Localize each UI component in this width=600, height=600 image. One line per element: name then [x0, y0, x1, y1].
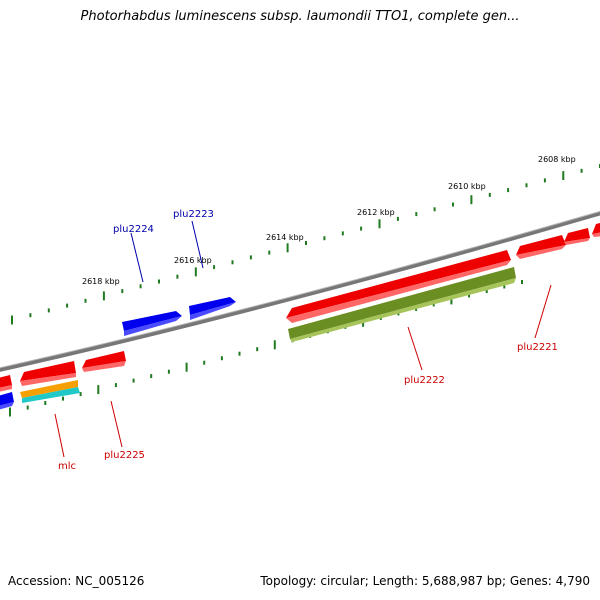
genome-backbone	[0, 211, 600, 372]
label-plu2221[interactable]: plu2221	[517, 342, 558, 353]
leader-plu2225	[110, 400, 123, 448]
gene-mlc-orange[interactable]	[20, 380, 78, 398]
leader-plu2224	[130, 232, 144, 283]
gene-plu2221[interactable]	[516, 235, 566, 259]
gene-plu2225[interactable]	[20, 361, 76, 386]
scale-label-2612: 2612 kbp	[357, 208, 395, 217]
label-plu2223[interactable]: plu2223	[173, 209, 214, 220]
gene-mlc-cyan[interactable]	[22, 387, 80, 403]
scale-label-2616: 2616 kbp	[174, 256, 212, 265]
label-plu2222[interactable]: plu2222	[404, 375, 445, 386]
gene-left-edge-red[interactable]	[0, 375, 12, 392]
gene-olive-feature[interactable]	[288, 267, 516, 342]
outer-scale-ticks	[11, 164, 600, 325]
leader-mlc	[54, 413, 65, 458]
map-title: Photorhabdus luminescens subsp. laumondi…	[80, 9, 520, 24]
genome-summary-text: Topology: circular; Length: 5,688,987 bp…	[260, 574, 590, 588]
leader-plu2222	[407, 326, 423, 371]
label-mlc[interactable]: mlc	[58, 461, 76, 472]
scale-label-2618: 2618 kbp	[82, 277, 120, 286]
gene-plu2223[interactable]	[189, 297, 236, 320]
scale-label-2610: 2610 kbp	[448, 182, 486, 191]
gene-red-near-plu2225[interactable]	[82, 351, 126, 372]
genome-backbone-highlight	[0, 210, 600, 369]
gene-plu2224[interactable]	[122, 311, 182, 336]
label-plu2224[interactable]: plu2224	[113, 224, 154, 235]
label-plu2225[interactable]: plu2225	[104, 450, 145, 461]
gene-red-right-1[interactable]	[564, 228, 590, 245]
accession-text: Accession: NC_005126	[8, 574, 145, 588]
gene-plu2222[interactable]	[286, 250, 511, 323]
scale-label-2614: 2614 kbp	[266, 233, 304, 242]
scale-label-2608: 2608 kbp	[538, 155, 576, 164]
leader-plu2223	[191, 220, 204, 269]
leader-plu2221	[534, 284, 552, 339]
gene-left-edge-blue[interactable]	[0, 392, 14, 410]
gene-red-right-2[interactable]	[592, 222, 600, 237]
